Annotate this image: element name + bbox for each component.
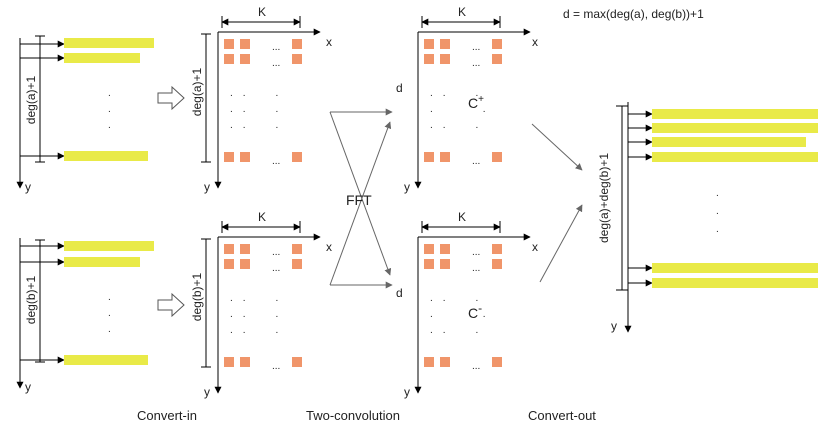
row-bar <box>652 137 806 147</box>
svg-text:. . .: . . . <box>230 88 278 99</box>
svg-text:...: ... <box>272 42 280 53</box>
svg-text:. . .: . . . <box>230 293 278 304</box>
svg-text:.: . <box>716 224 719 235</box>
grid-a: ......... . . . . . . . . . K x y deg(a)… <box>190 5 332 194</box>
input-b: ... deg(b)+1 y <box>16 238 154 394</box>
svg-text:. . .: . . . <box>230 325 278 336</box>
svg-text:.: . <box>108 308 111 319</box>
x-label: x <box>326 35 332 49</box>
svg-text:.: . <box>716 206 719 217</box>
svg-text:. .: . . <box>430 104 486 115</box>
x-label: x <box>532 240 538 254</box>
k-label: K <box>458 210 466 224</box>
height-label: deg(b)+1 <box>24 275 38 324</box>
fft-crossing: FFT <box>329 108 393 289</box>
svg-text:...: ... <box>272 361 280 372</box>
svg-text:...: ... <box>272 58 280 69</box>
x-label: x <box>532 35 538 49</box>
svg-text:.: . <box>108 120 111 131</box>
svg-text:...: ... <box>472 247 480 258</box>
svg-text:. . .: . . . <box>430 120 478 131</box>
row-bar <box>64 38 154 48</box>
caption-convert-out: Convert-out <box>528 408 596 423</box>
height-label: deg(a)+deg(b)+1 <box>597 153 611 243</box>
svg-text:. . .: . . . <box>230 104 278 115</box>
y-label: y <box>25 180 31 194</box>
inner-label: C+ <box>468 94 484 111</box>
convert-in-arrow <box>157 292 185 318</box>
svg-text:. . .: . . . <box>230 309 278 320</box>
side-label: deg(a)+1 <box>190 67 204 116</box>
svg-text:.: . <box>108 104 111 115</box>
row-bar <box>64 151 148 161</box>
svg-text:...: ... <box>472 156 480 167</box>
row-bar <box>64 241 154 251</box>
y-label: y <box>204 385 210 399</box>
row-bar <box>64 355 148 365</box>
grid-c-plus: ......... . . . . . . . . K x y d C+ <box>396 5 538 194</box>
svg-text:. . .: . . . <box>430 88 478 99</box>
svg-text:...: ... <box>472 58 480 69</box>
k-label: K <box>258 210 266 224</box>
svg-text:. . .: . . . <box>230 120 278 131</box>
y-label: y <box>611 319 617 333</box>
k-label: K <box>458 5 466 19</box>
formula: d = max(deg(a), deg(b))+1 <box>563 7 704 21</box>
svg-text:...: ... <box>272 263 280 274</box>
y-label: y <box>25 380 31 394</box>
row-bar <box>652 263 818 273</box>
svg-text:.: . <box>108 292 111 303</box>
svg-text:.: . <box>108 324 111 335</box>
x-label: x <box>326 240 332 254</box>
svg-text:. . .: . . . <box>430 325 478 336</box>
row-bar <box>64 53 140 63</box>
svg-text:. . .: . . . <box>430 293 478 304</box>
inner-label: C- <box>468 301 482 321</box>
k-label: K <box>258 5 266 19</box>
input-a: ... deg(a)+1 y <box>16 35 154 194</box>
row-bar <box>652 123 818 133</box>
row-bar <box>64 257 140 267</box>
svg-text:...: ... <box>272 247 280 258</box>
row-bar <box>652 152 818 162</box>
grid-b: ......... . . . . . . . . . K x y deg(b)… <box>190 210 332 399</box>
convert-out-arrow <box>539 204 583 283</box>
svg-text:.: . <box>108 88 111 99</box>
y-label: y <box>404 180 410 194</box>
svg-text:...: ... <box>472 42 480 53</box>
svg-text:.: . <box>716 188 719 199</box>
side-label: d <box>396 286 403 300</box>
y-label: y <box>404 385 410 399</box>
svg-text:...: ... <box>472 263 480 274</box>
side-label: deg(b)+1 <box>190 272 204 321</box>
row-bar <box>652 278 818 288</box>
svg-text:...: ... <box>272 156 280 167</box>
height-label: deg(a)+1 <box>24 75 38 124</box>
side-label: d <box>396 81 403 95</box>
caption-two-convolution: Two-convolution <box>306 408 400 423</box>
convert-out-arrow <box>531 123 583 171</box>
output: ... deg(a)+deg(b)+1 y <box>597 102 818 333</box>
svg-text:. .: . . <box>430 309 486 320</box>
grid-c-minus: ......... . . . . . . . . K x y d C- <box>396 210 538 399</box>
row-bar <box>652 109 818 119</box>
y-label: y <box>204 180 210 194</box>
fft-label: FFT <box>346 192 372 208</box>
convert-in-arrow <box>157 85 185 111</box>
svg-text:...: ... <box>472 361 480 372</box>
caption-convert-in: Convert-in <box>137 408 197 423</box>
